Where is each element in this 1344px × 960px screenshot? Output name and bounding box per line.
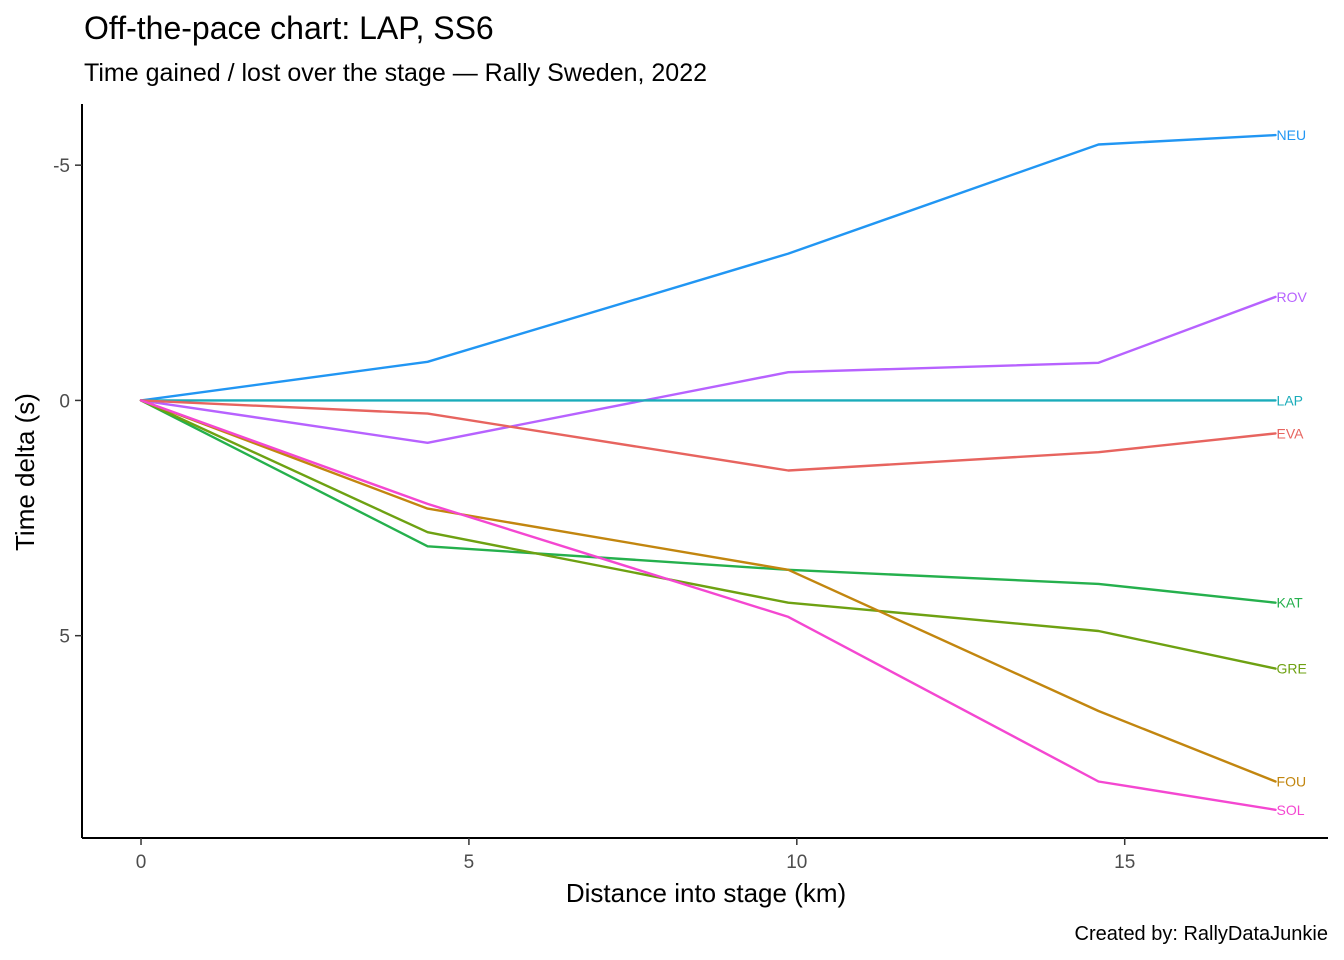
y-tick-label: 0 xyxy=(59,391,70,412)
series-end-label-rov: ROV xyxy=(1277,289,1308,305)
series-line-kat xyxy=(139,399,1277,604)
x-tick-label: 0 xyxy=(136,852,147,873)
series-line-fou xyxy=(139,399,1277,783)
series-line-rov xyxy=(139,295,1277,444)
series-end-label-fou: FOU xyxy=(1277,774,1307,790)
chart-subtitle: Time gained / lost over the stage — Rall… xyxy=(84,59,708,87)
series-line-sol xyxy=(139,399,1277,811)
x-tick-label: 10 xyxy=(786,852,807,873)
series-end-label-gre: GRE xyxy=(1277,661,1307,677)
y-tick-label: -5 xyxy=(53,156,70,177)
series-line-neu xyxy=(139,133,1277,402)
series-end-label-kat: KAT xyxy=(1277,595,1304,611)
series-line-eva xyxy=(139,399,1277,472)
y-tick-label: 5 xyxy=(59,627,70,648)
x-tick-label: 15 xyxy=(1114,852,1135,873)
chart-title: Off-the-pace chart: LAP, SS6 xyxy=(84,10,494,46)
series-end-label-lap: LAP xyxy=(1277,392,1303,408)
series-end-label-eva: EVA xyxy=(1277,425,1305,441)
series-line-gre xyxy=(139,399,1277,670)
x-tick-label: 5 xyxy=(464,852,475,873)
y-axis-title: Time delta (s) xyxy=(10,393,40,551)
series-end-label-sol: SOL xyxy=(1277,802,1305,818)
series-end-label-neu: NEU xyxy=(1277,127,1307,143)
chart-caption: Created by: RallyDataJunkie xyxy=(1074,923,1328,945)
x-axis-title: Distance into stage (km) xyxy=(566,878,846,908)
